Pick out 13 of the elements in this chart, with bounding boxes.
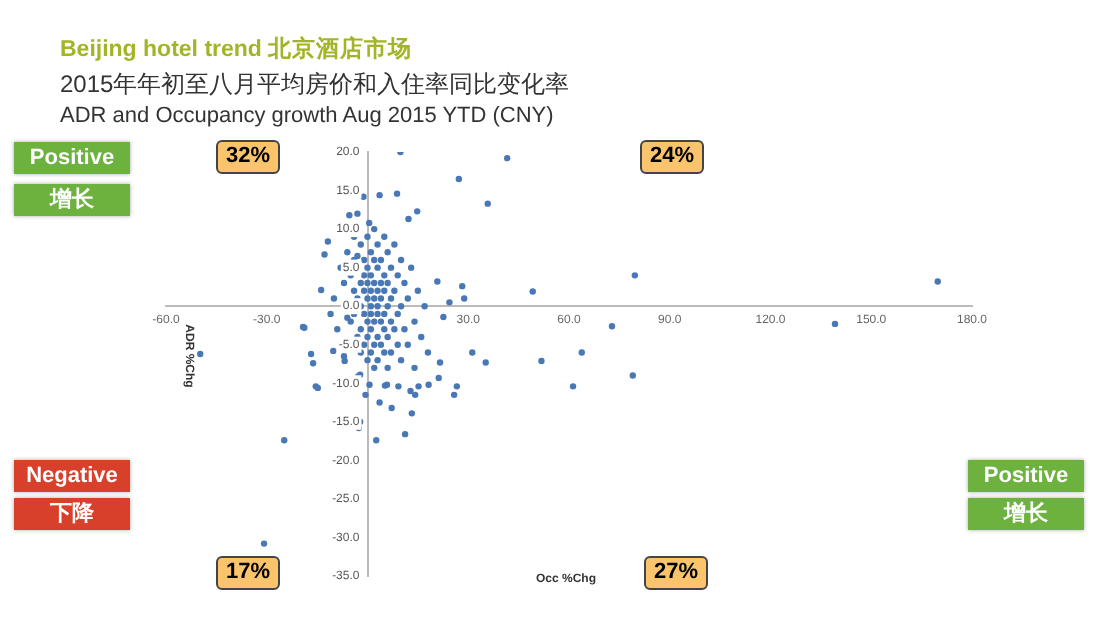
label-tag: Positive [968,460,1084,492]
label-tag: 下降 [14,498,130,530]
percent-badge: 27% [644,556,708,590]
label-tag: Negative [14,460,130,492]
label-tag: 增长 [14,184,130,216]
percent-badge: 17% [216,556,280,590]
percent-badge: 32% [216,140,280,174]
text: ADR and Occupancy growth Aug 2015 YTD (CNY) [60,104,554,128]
label-tag: Positive [14,142,130,174]
label-tag: 增长 [968,498,1084,530]
percent-badge: 24% [640,140,704,174]
chart-subtitle: 2015年年初至八月平均房价和入住率同比变化率 [60,68,570,102]
chart-title: Beijing hotel trend 北京酒店市场 [60,34,413,64]
